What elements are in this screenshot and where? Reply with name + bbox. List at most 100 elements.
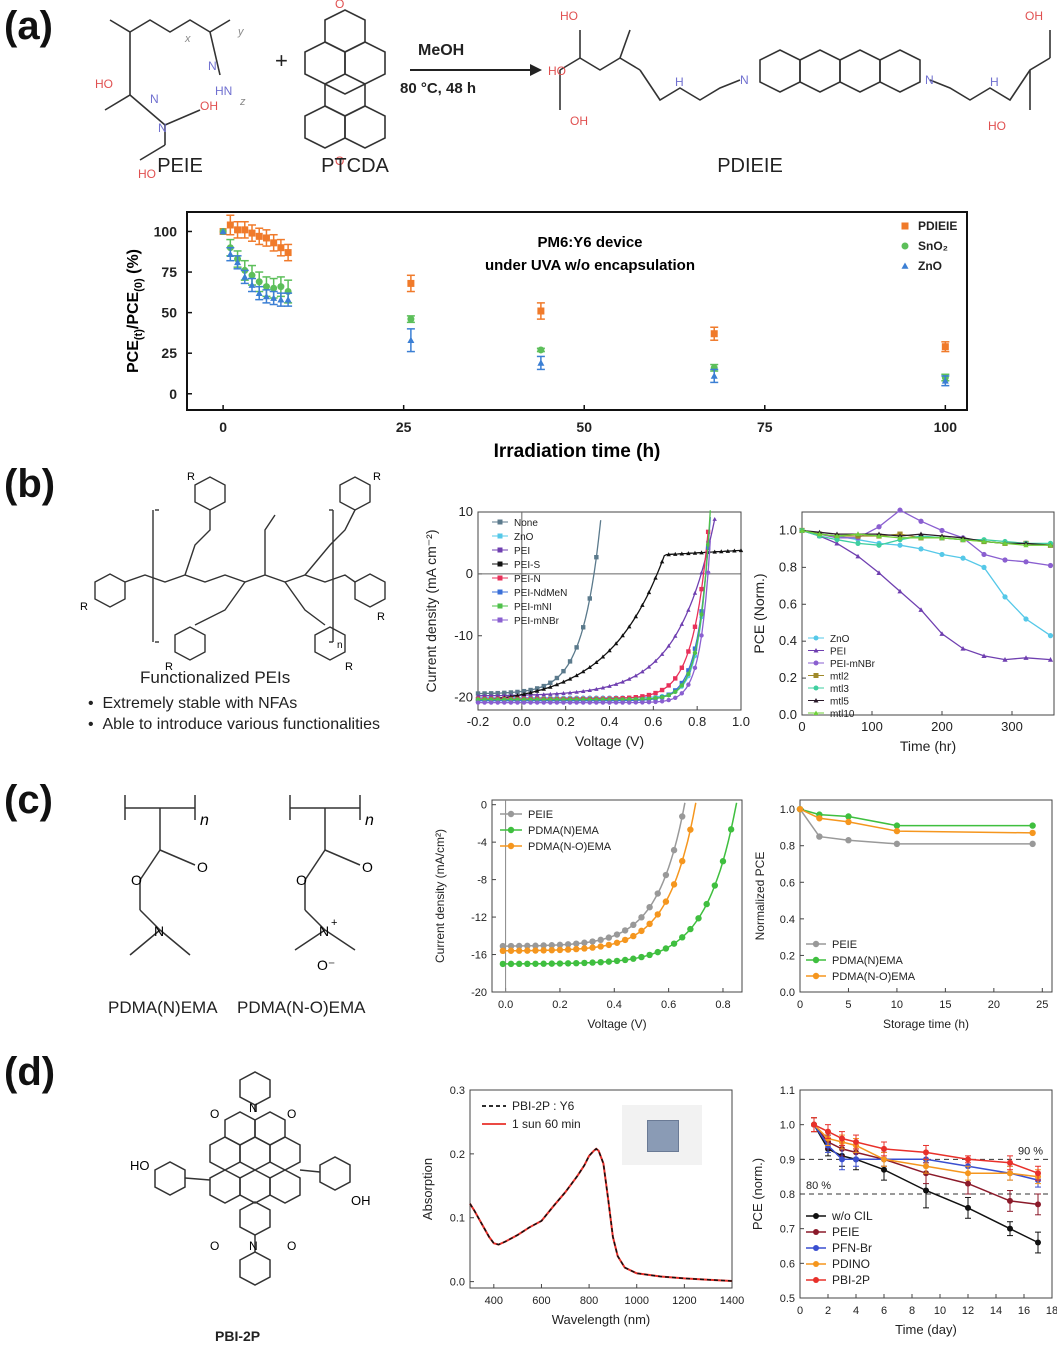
x-tick-label: 0	[219, 419, 227, 435]
data-point	[495, 690, 500, 696]
data-point	[515, 689, 520, 695]
y-axis-label: Current density (mA cm⁻²)	[423, 530, 439, 693]
data-point	[673, 695, 678, 700]
legend-marker	[813, 660, 819, 666]
x-tick-label: 18	[1046, 1305, 1057, 1317]
legend-label: mtl10	[830, 709, 855, 720]
y-tick-label: 0.0	[779, 707, 797, 722]
data-point	[653, 575, 658, 580]
y-tick-label: 0.7	[780, 1224, 795, 1236]
data-point	[564, 946, 572, 953]
data-point	[581, 945, 588, 952]
data-point	[1007, 1170, 1013, 1177]
plot-frame	[801, 511, 1055, 716]
ptcda-structure	[304, 9, 386, 149]
data-point	[270, 284, 278, 292]
data-point	[633, 673, 638, 678]
y-tick-label: 0.0	[780, 987, 795, 999]
data-point	[597, 943, 604, 950]
data-point	[488, 700, 494, 705]
x-tick-label: 200	[931, 719, 953, 734]
data-point	[277, 296, 285, 303]
series-line	[801, 529, 1051, 637]
svg-text:HO: HO	[130, 1158, 150, 1173]
data-point	[662, 898, 670, 905]
data-point	[521, 697, 527, 702]
x-tick-label: 5	[845, 999, 851, 1011]
y-tick-label: 75	[161, 264, 177, 280]
panel-label-d: (d)	[4, 1050, 56, 1094]
data-point	[673, 689, 678, 694]
legend-label: PBI-2P	[832, 1273, 870, 1287]
data-point	[692, 590, 698, 595]
data-point	[670, 881, 678, 888]
data-point	[893, 822, 901, 829]
svg-text:N: N	[249, 1101, 258, 1115]
svg-text:R: R	[187, 471, 195, 483]
y-tick-label: 10	[459, 504, 473, 519]
data-point	[897, 535, 903, 540]
data-point	[876, 570, 882, 575]
data-point	[659, 559, 665, 564]
x-axis-label: Wavelength (nm)	[552, 1312, 651, 1327]
plot-frame	[186, 211, 968, 411]
data-point	[646, 696, 652, 701]
data-point	[407, 336, 415, 344]
data-point	[653, 699, 658, 705]
data-point	[528, 697, 533, 702]
data-point	[960, 537, 966, 542]
data-point	[524, 960, 531, 968]
data-point	[893, 840, 901, 848]
data-point	[738, 548, 744, 553]
data-point	[594, 686, 599, 691]
svg-text:R: R	[345, 661, 353, 670]
data-point	[597, 936, 604, 944]
legend-label: ZnO	[514, 532, 534, 543]
data-point	[581, 700, 586, 705]
data-point	[679, 683, 685, 688]
data-point	[816, 815, 823, 822]
y-tick-label: 0	[169, 386, 177, 402]
data-point	[965, 1170, 971, 1177]
legend-marker	[901, 262, 909, 269]
data-point	[605, 934, 613, 941]
data-point	[607, 697, 612, 702]
data-point	[589, 938, 596, 945]
y-tick-label: 0	[466, 566, 473, 581]
data-point	[540, 947, 547, 954]
data-point	[1047, 542, 1054, 548]
data-point	[556, 946, 564, 954]
svg-text:HO: HO	[988, 119, 1006, 133]
data-point	[666, 683, 671, 688]
data-point	[653, 658, 658, 663]
data-point	[541, 683, 546, 689]
data-point	[548, 942, 555, 949]
data-point	[541, 697, 546, 702]
data-point	[561, 697, 566, 702]
data-point	[918, 531, 924, 537]
reaction-conditions: 80 °C, 48 h	[400, 80, 477, 97]
data-point	[502, 690, 507, 696]
data-point	[621, 936, 629, 944]
data-point	[248, 229, 256, 237]
legend-label: PEI-S	[514, 560, 540, 571]
data-point	[941, 343, 949, 351]
y-tick-label: 0.8	[780, 841, 795, 853]
bullet-1-text: Extremely stable with NFAs	[102, 695, 298, 712]
data-point	[255, 232, 263, 240]
data-point	[1002, 594, 1008, 600]
x-tick-label: 0.8	[688, 714, 706, 729]
data-point	[407, 315, 415, 323]
data-point	[679, 551, 685, 556]
data-point	[226, 221, 234, 229]
svg-text:O: O	[210, 1239, 219, 1253]
data-point	[515, 960, 523, 968]
data-point	[587, 596, 592, 601]
data-point	[508, 690, 514, 695]
data-point	[564, 960, 572, 967]
data-point	[574, 645, 579, 650]
y-tick-label: -8	[477, 875, 487, 887]
data-point	[597, 958, 604, 966]
data-point	[540, 942, 547, 949]
chart-c-stability: 0 5 10 15 20 25 0.0 0.2 0.4 0.6 0.8 1.0 Storage time…	[753, 799, 1053, 1031]
